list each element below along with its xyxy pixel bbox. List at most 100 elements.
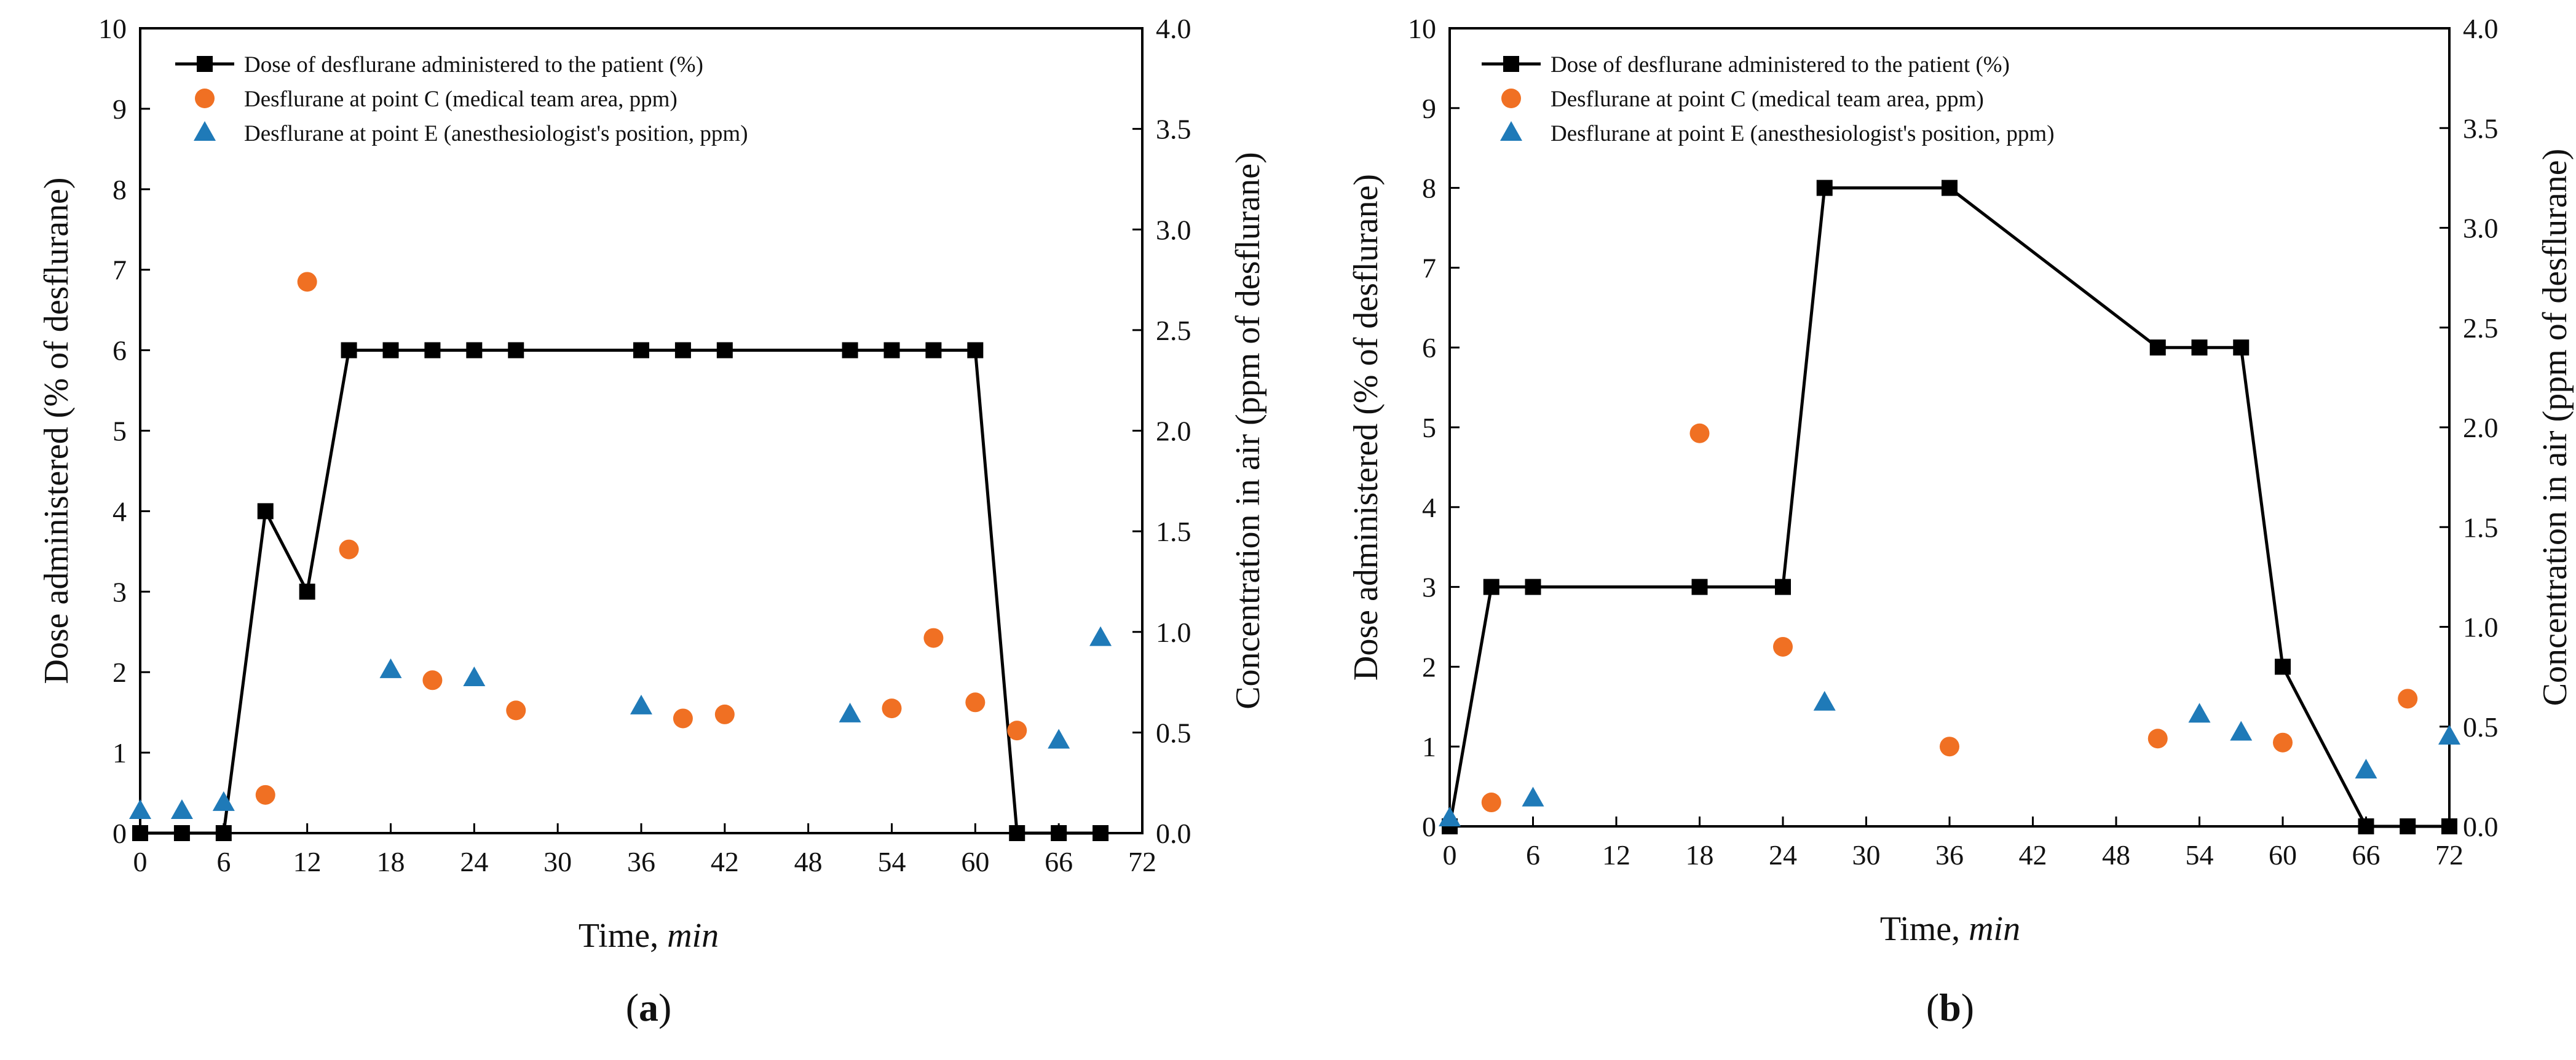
y-left-tick-label: 9 bbox=[113, 93, 127, 125]
legend-label: Desflurane at point C (medical team area… bbox=[244, 87, 678, 112]
y-left-tick-label: 2 bbox=[1422, 651, 1436, 682]
x-tick-label: 54 bbox=[2186, 839, 2214, 871]
legend-marker-triangle bbox=[1500, 121, 1522, 141]
series-dose bbox=[132, 342, 1109, 841]
data-point-square bbox=[883, 342, 900, 358]
y-right-tick-label: 4.0 bbox=[2463, 13, 2499, 44]
data-point-triangle bbox=[2355, 759, 2377, 779]
x-tick-label: 18 bbox=[377, 846, 405, 877]
data-point-square bbox=[633, 342, 649, 358]
data-point-circle bbox=[1689, 423, 1710, 443]
y-left-tick-label: 0 bbox=[1422, 811, 1436, 842]
y-left-tick-label: 3 bbox=[1422, 572, 1436, 603]
x-tick-label: 54 bbox=[878, 846, 906, 877]
x-tick-label: 72 bbox=[2435, 839, 2463, 871]
data-point-circle bbox=[1481, 793, 1501, 813]
legend-label: Dose of desflurane administered to the p… bbox=[1551, 52, 2010, 77]
x-tick-label: 60 bbox=[961, 846, 989, 877]
y-right-tick-label: 3.0 bbox=[1156, 214, 1191, 245]
x-tick-label: 30 bbox=[543, 846, 572, 877]
y-left-tick-label: 0 bbox=[113, 818, 127, 849]
data-point-square bbox=[299, 583, 315, 600]
panel-label-letter: b bbox=[1939, 986, 1961, 1029]
x-tick-label: 48 bbox=[794, 846, 823, 877]
data-point-triangle bbox=[379, 658, 402, 678]
series-point_c bbox=[1481, 423, 2418, 813]
data-point-triangle bbox=[2188, 703, 2211, 723]
legend-marker-circle bbox=[1501, 89, 1521, 108]
data-point-square bbox=[508, 342, 524, 358]
panel-label-close: ) bbox=[1961, 986, 1974, 1029]
y-left-tick-label: 10 bbox=[1408, 13, 1436, 44]
y-right-tick-label: 1.0 bbox=[2463, 612, 2499, 643]
data-point-triangle bbox=[2230, 721, 2253, 741]
data-point-triangle bbox=[129, 799, 151, 820]
y-left-tick-label: 3 bbox=[113, 576, 127, 607]
series-point_c bbox=[255, 272, 1027, 805]
y-right-tick-label: 1.5 bbox=[2463, 512, 2499, 543]
data-point-circle bbox=[422, 670, 443, 690]
data-point-square bbox=[967, 342, 984, 358]
y-left-tick-label: 7 bbox=[1422, 252, 1436, 283]
x-axis-title: Time, min bbox=[1880, 910, 2020, 948]
y-left-tick-label: 5 bbox=[113, 416, 127, 447]
data-point-square bbox=[2441, 818, 2457, 834]
data-point-triangle bbox=[839, 702, 861, 722]
data-point-triangle bbox=[1089, 626, 1112, 646]
x-tick-label: 42 bbox=[711, 846, 739, 877]
data-point-circle bbox=[714, 704, 735, 724]
data-point-square bbox=[1816, 180, 1833, 196]
data-point-square bbox=[925, 342, 942, 358]
y-left-tick-label: 9 bbox=[1422, 93, 1436, 124]
y-right-tick-label: 1.0 bbox=[1156, 617, 1191, 648]
data-point-square bbox=[257, 503, 274, 520]
x-tick-label: 72 bbox=[1128, 846, 1156, 877]
data-point-square bbox=[1483, 579, 1499, 595]
panel-label-open: ( bbox=[626, 986, 639, 1029]
y-left-tick-label: 7 bbox=[113, 255, 127, 286]
y-right-tick-label: 4.0 bbox=[1156, 13, 1191, 44]
y-right-tick-label: 3.5 bbox=[2463, 113, 2499, 144]
x-tick-label: 42 bbox=[2019, 839, 2047, 871]
y-left-tick-label: 4 bbox=[1422, 492, 1436, 523]
data-point-circle bbox=[297, 272, 317, 292]
data-point-square bbox=[1525, 579, 1541, 595]
data-point-square bbox=[1051, 825, 1067, 841]
panel-label-open: ( bbox=[1926, 986, 1939, 1029]
x-tick-label: 0 bbox=[1443, 839, 1457, 871]
data-point-circle bbox=[882, 698, 902, 719]
y-right-tick-label: 0.0 bbox=[1156, 818, 1191, 849]
data-point-triangle bbox=[170, 799, 193, 820]
series-dose bbox=[1442, 180, 2457, 834]
x-tick-label: 6 bbox=[216, 846, 231, 877]
data-point-square bbox=[215, 825, 232, 841]
data-point-circle bbox=[506, 700, 526, 721]
data-point-square bbox=[1942, 180, 1958, 196]
y-right-tick-label: 2.0 bbox=[1156, 416, 1191, 447]
data-point-circle bbox=[255, 785, 275, 805]
legend-marker-square bbox=[1503, 56, 1519, 72]
legend-label: Desflurane at point E (anesthesiologist'… bbox=[1551, 121, 2055, 146]
legend-label: Desflurane at point C (medical team area… bbox=[1551, 87, 1984, 112]
x-tick-label: 6 bbox=[1526, 839, 1540, 871]
x-tick-label: 18 bbox=[1686, 839, 1714, 871]
chart-panel-a: 0 6 12 18 24 30 36 42 48 54 60 66 720123456789100.00… bbox=[38, 13, 1267, 1029]
data-point-circle bbox=[2147, 729, 2168, 749]
x-tick-label: 24 bbox=[460, 846, 488, 877]
y-left-tick-label: 2 bbox=[113, 657, 127, 688]
y-left-tick-label: 4 bbox=[113, 496, 127, 527]
data-point-square bbox=[674, 342, 691, 358]
data-point-circle bbox=[2273, 732, 2293, 753]
panel-label: (a) bbox=[626, 986, 672, 1029]
y-right-tick-label: 0.5 bbox=[1156, 717, 1191, 748]
y-right-tick-label: 1.5 bbox=[1156, 516, 1191, 547]
x-tick-label: 36 bbox=[627, 846, 655, 877]
data-point-triangle bbox=[1813, 690, 1836, 711]
y-right-tick-label: 2.5 bbox=[1156, 315, 1191, 346]
x-axis-title-unit: min bbox=[667, 917, 719, 955]
data-point-square bbox=[1775, 579, 1791, 595]
data-point-square bbox=[1092, 825, 1109, 841]
data-point-square bbox=[1009, 825, 1025, 841]
legend: Dose of desflurane administered to the p… bbox=[175, 52, 748, 146]
